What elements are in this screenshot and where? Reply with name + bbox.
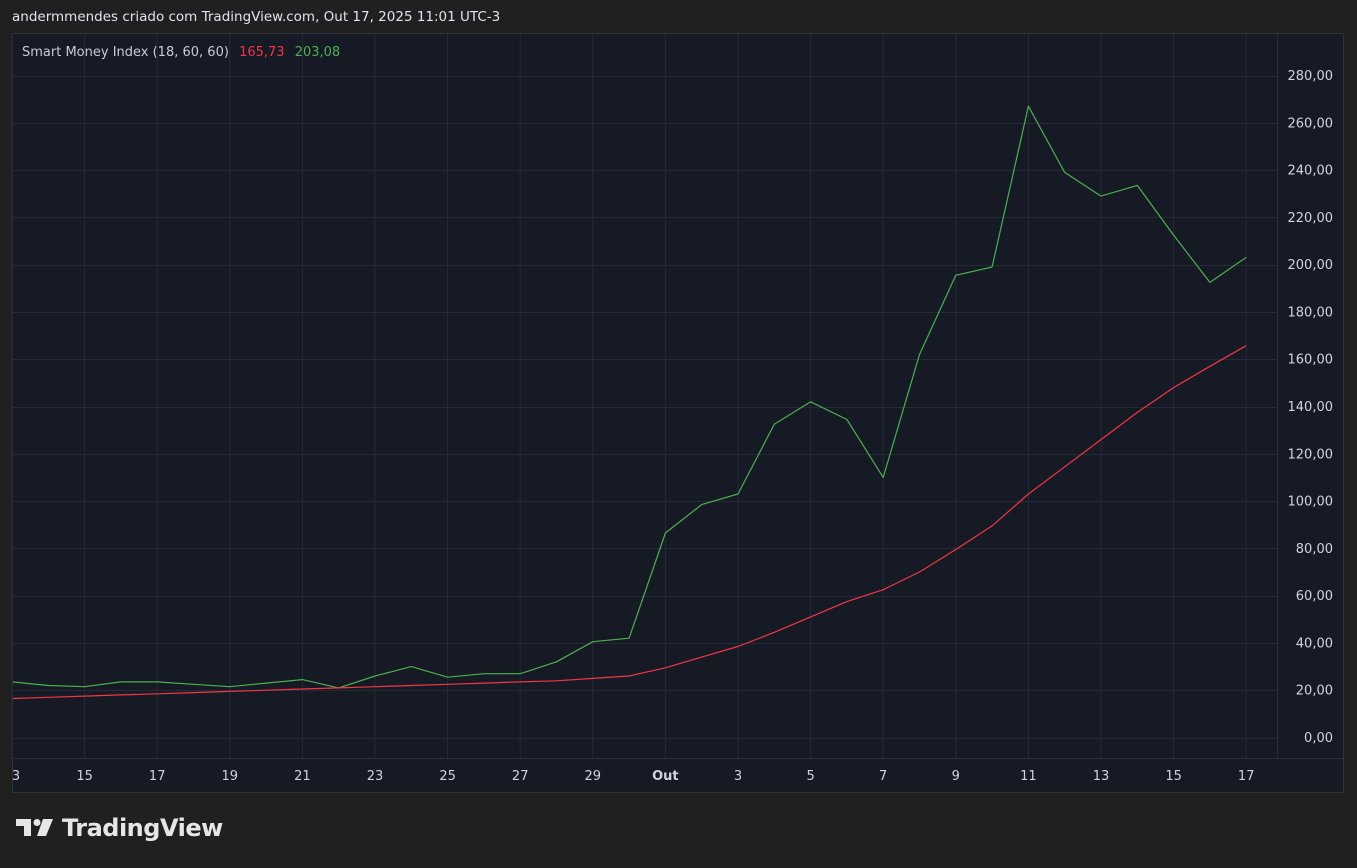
y-tick-label-9: 180,00 <box>1288 305 1334 320</box>
green-series-line <box>13 105 1247 689</box>
y-tick-label-13: 260,00 <box>1288 116 1334 131</box>
x-tick-label-3: 19 <box>222 769 239 784</box>
x-tick-label-15: 13 <box>1093 769 1110 784</box>
x-tick-label-5: 23 <box>367 769 384 784</box>
y-tick-label-6: 120,00 <box>1288 447 1334 462</box>
y-tick-label-2: 40,00 <box>1296 636 1333 651</box>
chart-attribution: andermmendes criado com TradingView.com,… <box>12 9 501 25</box>
x-tick-label-8: 29 <box>585 769 602 784</box>
tradingview-logo-icon <box>16 819 53 836</box>
red-series-value: 165,73 <box>239 45 285 60</box>
x-tick-label-7: 27 <box>512 769 529 784</box>
y-tick-label-11: 220,00 <box>1288 211 1334 226</box>
y-tick-label-5: 100,00 <box>1288 495 1334 510</box>
x-tick-label-4: 21 <box>294 769 311 784</box>
tradingview-logo[interactable]: TradingView <box>16 814 223 842</box>
y-tick-label-8: 160,00 <box>1288 353 1334 368</box>
y-tick-label-1: 20,00 <box>1296 684 1333 699</box>
y-tick-label-3: 60,00 <box>1296 589 1333 604</box>
x-tick-label-1: 15 <box>76 769 93 784</box>
indicator-legend[interactable]: Smart Money Index (18, 60, 60) 165,73 20… <box>22 45 340 60</box>
x-tick-label-6: 25 <box>439 769 456 784</box>
indicator-name: Smart Money Index (18, 60, 60) <box>22 45 229 60</box>
y-tick-label-4: 80,00 <box>1296 542 1333 557</box>
x-tick-label-10: 3 <box>734 769 742 784</box>
x-tick-label-12: 7 <box>879 769 887 784</box>
red-series-line <box>13 345 1247 700</box>
x-tick-label-0: 3 <box>12 769 20 784</box>
tradingview-logo-text: TradingView <box>62 814 223 842</box>
chart-panel[interactable] <box>12 33 1344 793</box>
y-tick-label-0: 0,00 <box>1304 731 1333 746</box>
y-tick-label-14: 280,00 <box>1288 69 1334 84</box>
y-tick-label-10: 200,00 <box>1288 258 1334 273</box>
x-tick-label-13: 9 <box>952 769 960 784</box>
x-tick-label-11: 5 <box>806 769 814 784</box>
x-tick-label-2: 17 <box>149 769 166 784</box>
y-tick-label-7: 140,00 <box>1288 400 1334 415</box>
y-tick-label-12: 240,00 <box>1288 164 1334 179</box>
x-tick-label-14: 11 <box>1020 769 1037 784</box>
x-tick-label-16: 15 <box>1165 769 1182 784</box>
x-tick-label-17: 17 <box>1238 769 1255 784</box>
x-tick-label-9: Out <box>652 769 679 784</box>
green-series-value: 203,08 <box>294 45 341 60</box>
